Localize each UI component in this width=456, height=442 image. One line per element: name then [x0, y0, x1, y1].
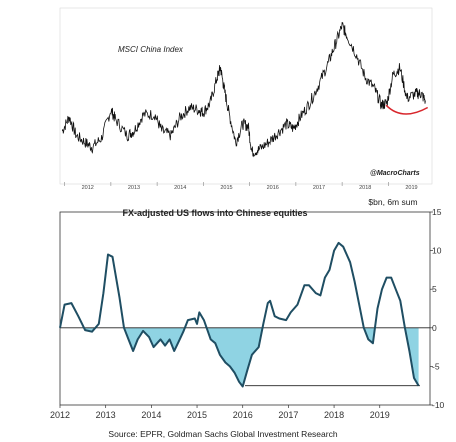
- top-chart-frame: [59, 7, 433, 185]
- trend-curve: [385, 104, 429, 115]
- flows-line: [59, 241, 420, 388]
- bottom-x-axis: 2012 2013 2014 2015 2016 2017 2018 2019: [50, 405, 390, 420]
- flows-chart-title: FX-adjusted US flows into Chinese equiti…: [122, 208, 307, 218]
- top-x-tick-label: 2013: [128, 185, 140, 191]
- x-tick-label: 2019: [370, 410, 390, 420]
- top-x-tick-label: 2016: [267, 185, 279, 191]
- msci-china-chart: MSCI China Index 2012 2013 2014 2015 2016 201…: [59, 7, 433, 191]
- y-tick-label: -5: [432, 361, 440, 371]
- x-tick-label: 2012: [50, 410, 70, 420]
- x-tick-label: 2013: [96, 410, 116, 420]
- bottom-chart-frame: [59, 211, 431, 406]
- macrocharts-annotation: @MacroCharts: [370, 170, 420, 177]
- x-tick-label: 2014: [141, 410, 161, 420]
- x-tick-label: 2015: [187, 410, 207, 420]
- top-x-axis: 2012 2013 2014 2015 2016 2017 2018 2019: [64, 182, 418, 191]
- unit-label: $bn, 6m sum: [368, 197, 417, 207]
- top-x-tick-label: 2017: [313, 185, 325, 191]
- msci-china-line: [61, 21, 426, 158]
- flows-chart: $bn, 6m sum FX-adjusted US flows into Ch…: [50, 197, 445, 420]
- flows-negative-fill: [60, 327, 419, 387]
- bottom-y-axis: 15 10 5 0 -5 -10: [430, 207, 445, 410]
- source-note: Source: EPFR, Goldman Sachs Global Inves…: [108, 429, 337, 439]
- top-x-tick-label: 2018: [359, 185, 371, 191]
- x-tick-label: 2017: [278, 410, 298, 420]
- top-x-tick-label: 2015: [220, 185, 232, 191]
- msci-china-series: [61, 21, 429, 158]
- y-tick-label: -10: [432, 400, 445, 410]
- flows-series: [59, 241, 430, 388]
- top-x-tick-label: 2014: [174, 185, 186, 191]
- y-tick-label: 0: [432, 323, 437, 333]
- top-x-tick-label: 2019: [405, 185, 417, 191]
- top-chart-title: MSCI China Index: [118, 45, 184, 54]
- y-tick-label: 5: [432, 284, 437, 294]
- y-tick-label: 10: [432, 246, 442, 256]
- top-x-tick-label: 2012: [82, 185, 94, 191]
- x-tick-label: 2018: [324, 410, 344, 420]
- x-tick-label: 2016: [233, 410, 253, 420]
- y-tick-label: 15: [432, 207, 442, 217]
